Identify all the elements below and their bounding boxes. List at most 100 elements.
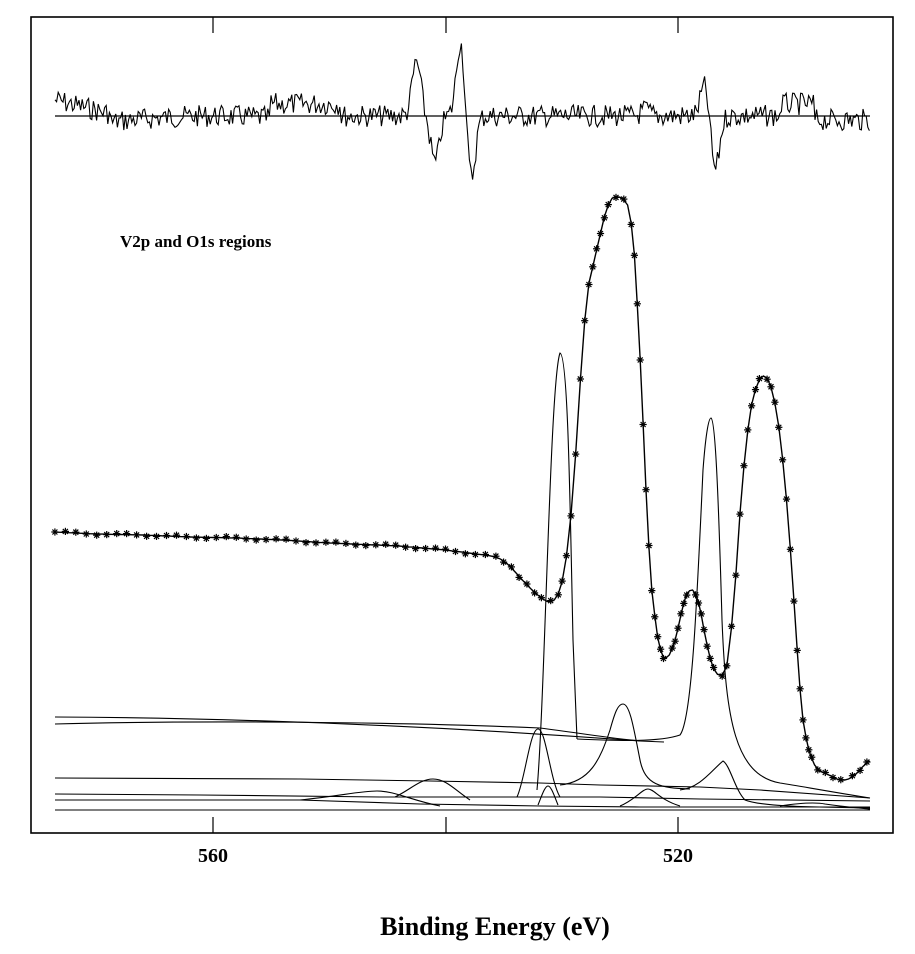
asterisk-marker-icon — [857, 767, 864, 774]
asterisk-marker-icon — [143, 533, 150, 540]
asterisk-marker-icon — [568, 512, 575, 519]
asterisk-marker-icon — [482, 551, 489, 558]
asterisk-marker-icon — [559, 578, 566, 585]
annotation-label: V2p and O1s regions — [120, 232, 272, 251]
asterisk-marker-icon — [797, 685, 804, 692]
asterisk-marker-icon — [748, 402, 755, 409]
asterisk-marker-icon — [253, 537, 260, 544]
asterisk-marker-icon — [704, 643, 711, 650]
asterisk-marker-icon — [710, 664, 717, 671]
asterisk-marker-icon — [342, 540, 349, 547]
asterisk-marker-icon — [808, 754, 815, 761]
asterisk-marker-icon — [538, 594, 545, 601]
asterisk-marker-icon — [500, 559, 507, 566]
asterisk-marker-icon — [683, 592, 690, 599]
asterisk-marker-icon — [814, 766, 821, 773]
asterisk-marker-icon — [492, 553, 499, 560]
asterisk-marker-icon — [72, 529, 79, 536]
asterisk-marker-icon — [123, 530, 130, 537]
fit-envelope-line — [54, 195, 871, 781]
asterisk-marker-icon — [83, 531, 90, 537]
asterisk-marker-icon — [863, 759, 870, 766]
asterisk-marker-icon — [672, 638, 679, 645]
asterisk-marker-icon — [243, 536, 250, 542]
asterisk-marker-icon — [605, 201, 612, 208]
asterisk-marker-icon — [640, 421, 647, 428]
asterisk-marker-icon — [62, 528, 69, 535]
asterisk-marker-icon — [775, 424, 782, 431]
asterisk-marker-icon — [645, 542, 652, 549]
asterisk-marker-icon — [637, 356, 644, 363]
asterisk-marker-icon — [233, 534, 240, 541]
asterisk-marker-icon — [648, 587, 655, 594]
asterisk-marker-icon — [193, 535, 200, 542]
asterisk-marker-icon — [462, 550, 469, 557]
asterisk-marker-icon — [555, 591, 562, 598]
asterisk-marker-icon — [593, 245, 600, 252]
asterisk-marker-icon — [432, 545, 439, 552]
asterisk-marker-icon — [508, 563, 515, 570]
asterisk-marker-icon — [442, 546, 449, 553]
asterisk-marker-icon — [332, 539, 339, 546]
asterisk-marker-icon — [93, 532, 100, 539]
asterisk-marker-icon — [613, 194, 619, 201]
asterisk-marker-icon — [783, 496, 790, 503]
asterisk-marker-icon — [113, 530, 120, 537]
asterisk-marker-icon — [293, 538, 300, 544]
asterisk-marker-icon — [830, 774, 836, 781]
asterisk-marker-icon — [273, 535, 280, 542]
asterisk-marker-icon — [628, 221, 635, 228]
asterisk-marker-icon — [472, 551, 479, 558]
data-markers — [51, 193, 871, 784]
asterisk-marker-icon — [732, 572, 739, 579]
asterisk-marker-icon — [787, 546, 794, 553]
asterisk-marker-icon — [352, 542, 359, 549]
asterisk-marker-icon — [651, 613, 658, 620]
asterisk-marker-icon — [822, 769, 829, 776]
asterisk-marker-icon — [669, 645, 676, 652]
x-axis-title: Binding Energy (eV) — [380, 912, 610, 941]
asterisk-marker-icon — [768, 383, 774, 390]
asterisk-marker-icon — [634, 300, 641, 307]
asterisk-marker-icon — [660, 655, 667, 662]
asterisk-marker-icon — [51, 529, 58, 535]
asterisk-marker-icon — [362, 542, 369, 549]
asterisk-marker-icon — [790, 598, 797, 605]
asterisk-marker-icon — [631, 252, 638, 259]
asterisk-marker-icon — [183, 533, 190, 540]
residual-trace — [54, 43, 870, 180]
asterisk-marker-icon — [372, 541, 379, 548]
asterisk-marker-icon — [680, 600, 687, 607]
asterisk-marker-icon — [223, 533, 230, 540]
asterisk-marker-icon — [422, 545, 429, 552]
asterisk-marker-icon — [402, 544, 409, 551]
asterisk-marker-icon — [692, 591, 699, 598]
asterisk-marker-icon — [764, 376, 771, 383]
asterisk-marker-icon — [263, 536, 270, 543]
asterisk-marker-icon — [153, 533, 160, 540]
asterisk-marker-icon — [523, 580, 530, 587]
asterisk-marker-icon — [719, 673, 726, 680]
asterisk-marker-icon — [744, 426, 751, 433]
asterisk-marker-icon — [589, 263, 596, 270]
asterisk-marker-icon — [303, 539, 309, 546]
asterisk-marker-icon — [740, 462, 747, 469]
asterisk-marker-icon — [173, 532, 180, 539]
asterisk-marker-icon — [516, 574, 523, 581]
asterisk-marker-icon — [585, 281, 592, 288]
asterisk-marker-icon — [452, 548, 459, 555]
asterisk-marker-icon — [837, 776, 844, 783]
asterisk-marker-icon — [563, 552, 570, 559]
asterisk-marker-icon — [531, 589, 538, 596]
asterisk-marker-icon — [322, 539, 329, 546]
asterisk-marker-icon — [779, 456, 786, 463]
asterisk-marker-icon — [802, 734, 809, 741]
asterisk-marker-icon — [133, 531, 140, 538]
asterisk-marker-icon — [677, 610, 684, 617]
x-axis-ticks — [212, 17, 679, 833]
x-tick-label-520: 520 — [663, 845, 693, 867]
asterisk-marker-icon — [675, 625, 681, 632]
asterisk-marker-icon — [577, 375, 584, 382]
asterisk-marker-icon — [163, 532, 170, 539]
